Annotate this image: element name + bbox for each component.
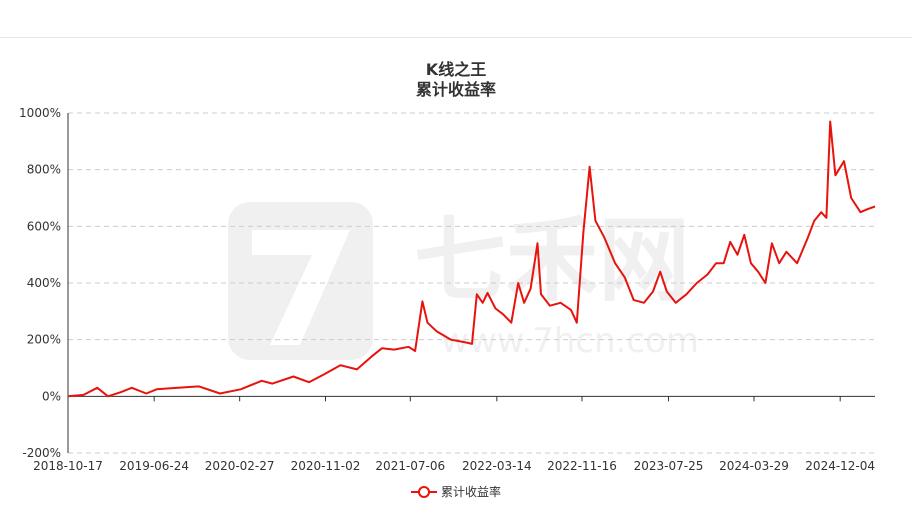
y-tick-label: 0% [42,389,61,403]
watermark-url: www.7hcn.com [441,321,699,361]
legend-label: 累计收益率 [440,485,501,499]
x-tick-label: 2021-07-06 [375,459,445,473]
x-tick-label: 2022-11-16 [547,459,617,473]
y-tick-label: 800% [27,163,61,177]
legend[interactable]: 累计收益率 [0,483,912,500]
y-tick-label: 600% [27,219,61,233]
header-divider [0,37,912,38]
y-tick-label: -200% [22,446,61,460]
x-tick-label: 2023-07-25 [634,459,704,473]
legend-line-icon [410,485,437,498]
series [67,120,876,398]
watermark-logo-mark [252,230,350,345]
axes: -200% 0% 200% 400% 600% 800% 1000% 2018-10-17 20… [19,106,875,473]
y-tick-label: 200% [27,333,61,347]
watermark: 七禾网 www.7hcn.com [228,202,699,361]
x-tick-label: 2024-03-29 [719,459,789,473]
x-tick-label: 2018-10-17 [33,459,103,473]
x-tick-label: 2019-06-24 [119,459,189,473]
x-tick-label: 2020-11-02 [291,459,361,473]
y-tick-label: 400% [27,276,61,290]
series-line [67,120,876,398]
x-tick-label: 2022-03-14 [462,459,532,473]
x-tick-label: 2020-02-27 [205,459,275,473]
watermark-brand: 七禾网 [414,207,690,314]
x-tick-label: 2024-12-04 [805,459,875,473]
chart-title: K线之王 [425,60,487,79]
y-tick-label: 1000% [19,106,61,120]
chart-subtitle: 累计收益率 [415,80,496,99]
